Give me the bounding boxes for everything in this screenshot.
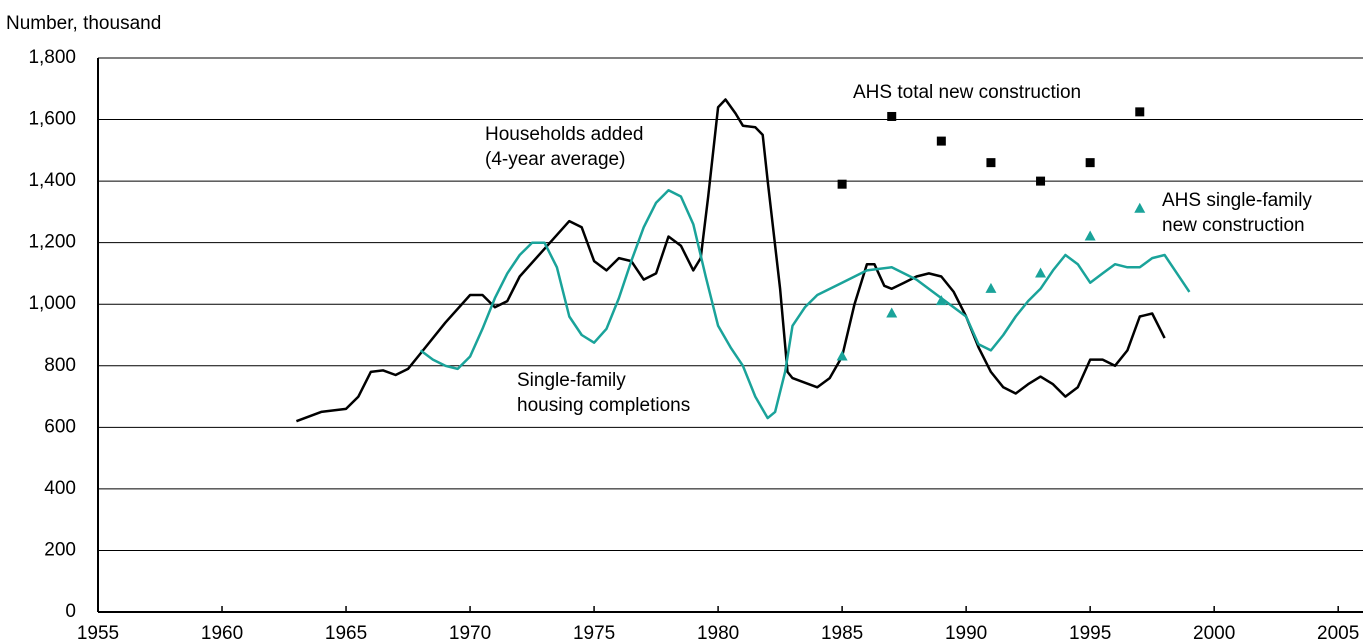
y-tick-label: 400 — [44, 478, 76, 499]
triangle-marker — [886, 307, 898, 318]
triangle-marker — [935, 295, 947, 306]
series-label: Single-family — [517, 370, 626, 391]
series-label: (4-year average) — [485, 149, 625, 170]
square-marker — [1135, 107, 1145, 117]
triangle-marker — [1035, 267, 1047, 278]
triangle-marker — [985, 282, 997, 293]
x-tick-label: 2000 — [1193, 623, 1235, 643]
x-tick-label: 1995 — [1069, 623, 1111, 643]
x-tick-label: 1955 — [77, 623, 119, 643]
series-label: new construction — [1162, 215, 1305, 236]
y-tick-label: 1,200 — [28, 232, 76, 253]
x-tick-label: 2005 — [1317, 623, 1359, 643]
y-tick-label: 1,000 — [28, 293, 76, 314]
y-tick-label: 800 — [44, 355, 76, 376]
series-label: housing completions — [517, 395, 690, 416]
y-tick-label: 1,600 — [28, 109, 76, 130]
triangle-marker — [836, 350, 848, 361]
x-tick-label: 1960 — [201, 623, 243, 643]
series-label: AHS single-family — [1162, 190, 1312, 211]
line — [295, 98, 1166, 423]
y-axis-label: Number, thousand — [6, 13, 161, 34]
series-label: AHS total new construction — [853, 82, 1081, 103]
square-marker — [837, 179, 847, 189]
x-tick-label: 1980 — [697, 623, 739, 643]
x-tick-label: 1985 — [821, 623, 863, 643]
series-label: Households added — [485, 124, 643, 145]
y-tick-label: 200 — [44, 539, 76, 560]
x-tick-label: 1990 — [945, 623, 987, 643]
y-tick-label: 1,800 — [28, 47, 76, 68]
square-marker — [986, 158, 996, 168]
x-tick-label: 1965 — [325, 623, 367, 643]
triangle-marker — [1134, 202, 1146, 213]
square-marker — [936, 136, 946, 146]
triangle-marker — [1084, 230, 1096, 241]
line — [419, 189, 1191, 420]
x-tick-label: 1970 — [449, 623, 491, 643]
y-tick-label: 0 — [65, 601, 76, 622]
square-marker — [887, 111, 897, 121]
square-marker — [1036, 176, 1046, 186]
y-tick-label: 600 — [44, 416, 76, 437]
x-tick-label: 1975 — [573, 623, 615, 643]
square-marker — [1085, 158, 1095, 168]
y-tick-label: 1,400 — [28, 170, 76, 191]
